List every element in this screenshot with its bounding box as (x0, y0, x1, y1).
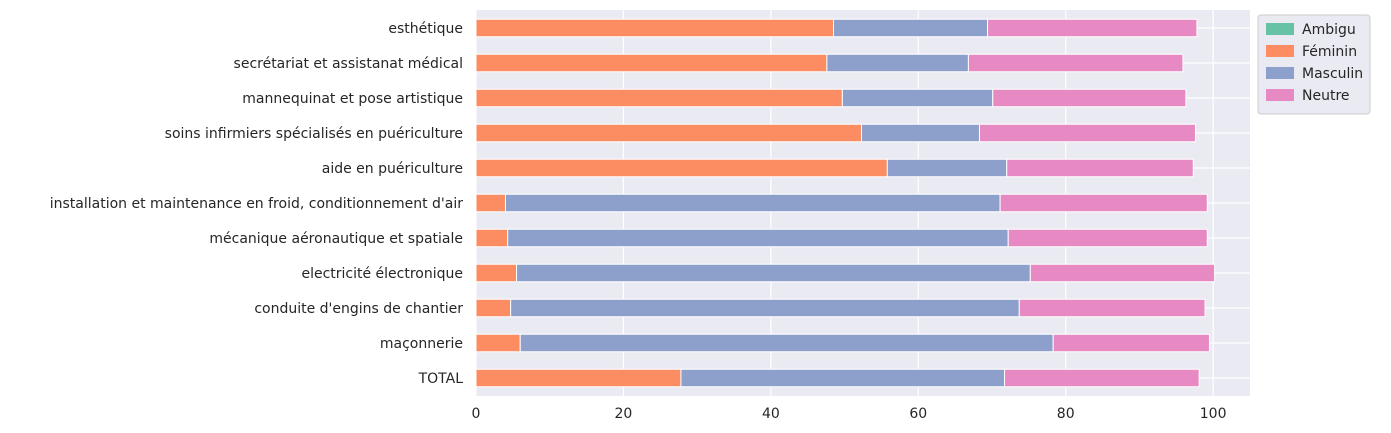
bar-segment-féminin (475, 298, 512, 318)
category-label: aide en puériculture (322, 161, 463, 177)
bars (475, 18, 1216, 388)
bar-segment-masculin (507, 228, 1009, 248)
bar-segment-féminin (475, 368, 682, 388)
bar-segment-masculin (519, 333, 1054, 353)
bar-segment-féminin (475, 228, 509, 248)
x-tick-label: 0 (472, 406, 481, 422)
category-label: mécanique aéronautique et spatiale (209, 231, 463, 247)
category-label: TOTAL (418, 371, 464, 387)
bar-segment-masculin (861, 123, 980, 143)
bar-segment-neutre (1018, 298, 1206, 318)
bar-segment-neutre (1052, 333, 1210, 353)
bar-segment-féminin (475, 18, 835, 38)
legend: Ambigu Féminin Masculin Neutre (1257, 14, 1371, 115)
legend-label: Masculin (1302, 66, 1363, 82)
x-tick-label: 60 (909, 406, 927, 422)
bar-segment-féminin (475, 193, 506, 213)
category-label: installation et maintenance en froid, co… (50, 196, 464, 212)
category-label: esthétique (388, 21, 463, 37)
bar-segment-neutre (992, 88, 1187, 108)
bar-segment-féminin (475, 263, 518, 283)
legend-label: Ambigu (1302, 22, 1356, 38)
category-label: mannequinat et pose artistique (242, 91, 463, 107)
bar-segment-féminin (475, 53, 828, 73)
category-label: soins infirmiers spécialisés en puéricul… (165, 126, 463, 142)
category-label: conduite d'engins de chantier (254, 301, 463, 317)
bar-segment-masculin (680, 368, 1006, 388)
bar-segment-neutre (1029, 263, 1216, 283)
bar-segment-masculin (841, 88, 994, 108)
bar-segment-féminin (475, 88, 843, 108)
legend-swatch (1266, 45, 1294, 57)
bar-segment-féminin (475, 123, 863, 143)
x-tick-label: 80 (1057, 406, 1075, 422)
bar-segment-neutre (1004, 368, 1200, 388)
bar-segment-neutre (1006, 158, 1194, 178)
legend-label: Neutre (1302, 88, 1350, 104)
bar-segment-féminin (475, 158, 888, 178)
bar-segment-neutre (967, 53, 1184, 73)
bar-segment-neutre (999, 193, 1208, 213)
x-tick-labels: 0 20 40 60 80 100 (472, 406, 1227, 422)
bar-segment-masculin (516, 263, 1031, 283)
bar-segment-neutre (978, 123, 1196, 143)
category-label: electricité électronique (301, 266, 463, 282)
bar-segment-féminin (475, 333, 521, 353)
bar-segment-masculin (886, 158, 1008, 178)
legend-label: Féminin (1302, 44, 1357, 60)
bar-segment-neutre (1007, 228, 1208, 248)
category-label: secrétariat et assistanat médical (234, 56, 463, 72)
bar-segment-neutre (987, 18, 1198, 38)
x-tick-label: 100 (1200, 406, 1227, 422)
legend-swatch (1266, 89, 1294, 101)
x-tick-label: 40 (762, 406, 780, 422)
bar-segment-masculin (510, 298, 1020, 318)
legend-swatch (1266, 67, 1294, 79)
category-labels: esthétique secrétariat et assistanat médi… (50, 21, 464, 387)
legend-items: Ambigu Féminin Masculin Neutre (1266, 22, 1363, 104)
bar-segment-masculin (504, 193, 1001, 213)
x-tick-label: 20 (615, 406, 633, 422)
bar-segment-masculin (826, 53, 969, 73)
category-label: maçonnerie (380, 336, 463, 352)
bar-segment-masculin (833, 18, 989, 38)
legend-swatch (1266, 23, 1294, 35)
